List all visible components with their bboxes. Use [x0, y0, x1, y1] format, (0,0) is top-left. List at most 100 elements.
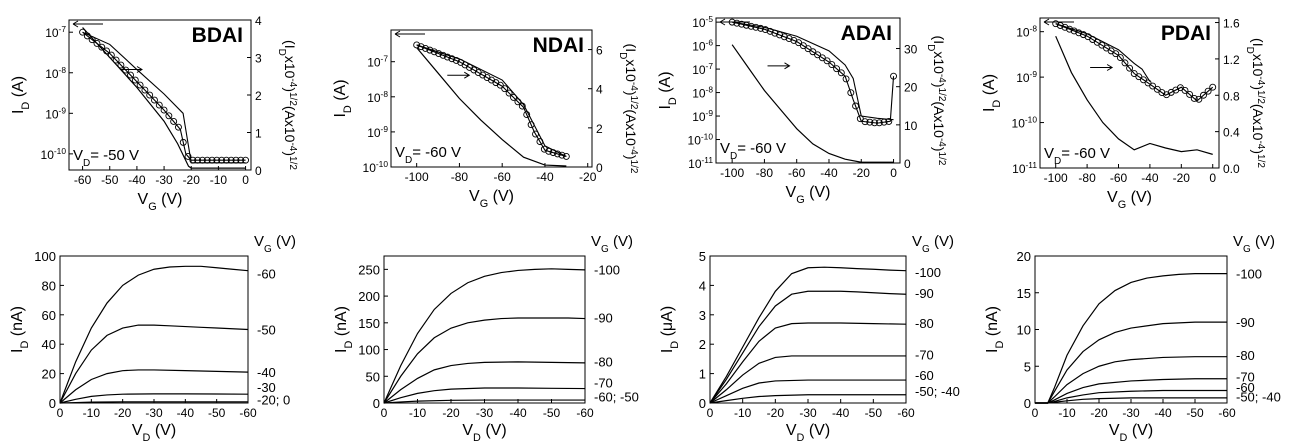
plot-frame: [1039, 17, 1220, 169]
y2-tick-label: 4: [255, 14, 262, 28]
x-tick-label: -60: [494, 170, 512, 184]
legend-title: VG (V): [912, 233, 954, 255]
output-curve: [59, 393, 249, 404]
y2-tick-label: 0: [596, 161, 603, 175]
data-marker: [496, 81, 504, 89]
output-curve: [1035, 273, 1227, 404]
y2-tick-label: 0.8: [1223, 89, 1240, 103]
curve-vg-label: -80: [1236, 348, 1255, 363]
y-tick-label: 0: [49, 396, 56, 411]
drain-voltage-annotation: VD= -60 V: [1044, 145, 1110, 167]
data-marker: [1186, 90, 1194, 98]
curve-vg-label: -50; -40: [1236, 389, 1281, 404]
curve-vg-label: -100: [1236, 267, 1262, 282]
log-reverse-curve: [1055, 23, 1151, 82]
x-tick-label: -30: [1122, 406, 1140, 420]
data-marker: [818, 54, 826, 62]
plot-frame: [709, 255, 907, 404]
x-tick-label: -40: [820, 166, 838, 180]
output-curve: [383, 399, 585, 404]
x-tick-label: -10: [83, 406, 101, 420]
x-axis-label: VD (V): [132, 422, 176, 444]
y-tick-label: 200: [358, 289, 380, 304]
y-tick-label: 10-8: [692, 85, 713, 101]
x-tick-label: -20: [1173, 171, 1191, 185]
x-axis-label: VD (V): [462, 422, 506, 444]
data-marker: [1079, 31, 1087, 39]
data-marker: [1056, 22, 1064, 29]
data-marker: [757, 24, 765, 32]
y-tick-label: 3: [699, 308, 706, 323]
data-marker: [501, 85, 509, 93]
drain-voltage-annotation: VD= -50 V: [73, 147, 139, 169]
y2-axis-label: (IDx10-4)1/2(Ax10-4)1/2: [926, 36, 948, 166]
output-curve: [709, 266, 907, 404]
y-axis-label: ID (A): [657, 71, 679, 109]
x-axis-label: VD (V): [786, 422, 830, 444]
data-marker: [439, 51, 447, 59]
log-reverse-curve: [82, 31, 246, 164]
x-tick-label: -80: [756, 166, 774, 180]
sqrt-id-curve: [82, 27, 246, 169]
x-axis-label: VG (V): [786, 184, 831, 206]
data-marker: [448, 55, 456, 63]
data-marker: [184, 152, 192, 160]
data-marker: [165, 112, 173, 120]
data-marker: [1204, 87, 1212, 95]
sweep-arrow-right: [119, 66, 143, 73]
x-tick-label: 0: [890, 166, 897, 180]
y2-tick-label: 0: [904, 157, 911, 171]
data-marker: [1200, 91, 1207, 99]
data-marker: [1139, 76, 1147, 84]
y2-tick-label: 0: [255, 164, 262, 178]
y-tick-label: 20: [1017, 249, 1031, 264]
data-marker: [885, 118, 893, 125]
data-marker: [799, 42, 807, 50]
drain-voltage-annotation: VD= -60 V: [720, 140, 786, 162]
y-tick-label: 250: [358, 262, 380, 277]
x-tick-label: -100: [1044, 171, 1068, 185]
data-marker: [175, 123, 182, 131]
data-marker: [809, 48, 817, 56]
data-marker: [752, 23, 760, 31]
plot-frame: [390, 29, 593, 168]
x-tick-label: -80: [451, 170, 469, 184]
data-marker: [1112, 50, 1120, 58]
curve-vg-label: -90: [594, 310, 613, 325]
y2-tick-label: 10: [904, 119, 918, 133]
data-marker: [1149, 82, 1157, 90]
x-tick-label: -60: [897, 406, 915, 420]
y-tick-label: 40: [42, 337, 56, 352]
y2-tick-label: 1.6: [1223, 17, 1240, 31]
data-marker: [847, 89, 855, 97]
x-tick-label: -50: [543, 406, 561, 420]
transfer-panel-bdai: -60 -50 -40 -30 -20 -10 0 10-7 10-8 10-9 10-10 0 1 2 3…: [10, 14, 299, 213]
x-tick-label: -60: [74, 173, 92, 187]
data-marker: [1075, 29, 1083, 37]
x-tick-label: -10: [210, 173, 228, 187]
data-marker: [1181, 86, 1189, 94]
y-axis-label: ID (nA): [9, 306, 31, 353]
data-marker: [136, 81, 144, 89]
sweep-arrow-right: [447, 71, 471, 79]
x-tick-label: -50: [101, 173, 119, 187]
panel-title: PDAI: [1161, 22, 1211, 45]
data-marker: [155, 101, 163, 109]
data-marker: [780, 33, 788, 41]
y2-tick-label: 30: [904, 43, 918, 57]
x-tick-label: 0: [1209, 171, 1216, 185]
data-marker: [1195, 95, 1203, 103]
x-tick-label: -40: [177, 406, 195, 420]
x-tick-label: -100: [405, 170, 429, 184]
data-marker: [875, 119, 883, 127]
curve-vg-label: -30: [257, 380, 276, 395]
data-marker: [93, 39, 101, 47]
y-tick-label: 0: [373, 396, 380, 411]
x-tick-label: -50: [1186, 406, 1204, 420]
legend-title: VG (V): [254, 233, 296, 255]
y2-tick-label: 3: [255, 52, 262, 66]
output-curve: [383, 317, 586, 404]
y-tick-label: 10-10: [363, 159, 389, 175]
data-marker: [1121, 59, 1129, 67]
y-tick-label: 0: [699, 396, 706, 411]
